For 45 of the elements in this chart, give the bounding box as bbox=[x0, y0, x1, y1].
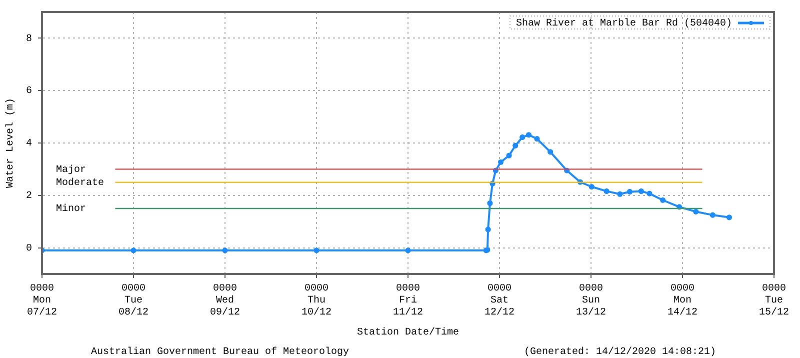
x-tick-label: 0000 Tue 15/12 bbox=[758, 284, 790, 319]
text: (Generated: 14/12/2020 14:08:21) bbox=[524, 346, 716, 358]
point bbox=[693, 208, 699, 214]
y-tick-label: 8 bbox=[26, 34, 32, 45]
ref-line-label: Moderate bbox=[56, 176, 104, 189]
point bbox=[660, 197, 666, 203]
point bbox=[588, 184, 594, 190]
point bbox=[534, 136, 540, 142]
y-tick-label: 4 bbox=[26, 138, 32, 150]
x-tick-label: 0000 Fri 11/12 bbox=[392, 284, 424, 319]
x-tick-label: 0000 Wed 09/12 bbox=[210, 284, 240, 319]
point bbox=[604, 188, 610, 194]
ref-line-label: Minor bbox=[56, 203, 86, 216]
point bbox=[617, 191, 623, 197]
point bbox=[506, 152, 512, 158]
y-tick-label: 2 bbox=[26, 191, 32, 202]
point bbox=[626, 188, 633, 195]
y-tick-label: 0 bbox=[26, 243, 32, 254]
ref-line-label: Major bbox=[56, 164, 86, 176]
text: Australian Government Bureau of Meteorology bbox=[90, 346, 350, 358]
x-tick-label: 0000 Sun 13/12 bbox=[576, 284, 606, 319]
point bbox=[548, 149, 554, 155]
x-axis-title: Station Date/Time bbox=[356, 326, 460, 339]
y-axis-title: Water Level (m) bbox=[4, 98, 17, 188]
x-tick-label: 0000 Thu 10/12 bbox=[301, 284, 332, 319]
x-tick-label: 0000 Mon 07/12 bbox=[26, 284, 58, 319]
y-tick-label: 6 bbox=[26, 86, 32, 98]
point bbox=[405, 248, 411, 254]
point bbox=[485, 226, 491, 232]
point bbox=[726, 214, 732, 220]
point bbox=[710, 212, 716, 218]
point bbox=[646, 190, 652, 196]
point bbox=[130, 248, 136, 254]
point bbox=[314, 248, 320, 254]
x-tick-label: 0000 Mon 14/12 bbox=[667, 284, 698, 319]
point bbox=[222, 248, 228, 254]
point bbox=[487, 200, 493, 206]
x-tick-label: 0000 Tue 08/12 bbox=[118, 284, 149, 319]
point bbox=[526, 132, 532, 138]
legend-label: Shaw River at Marble Bar Rd (504040) bbox=[516, 18, 732, 30]
point bbox=[638, 188, 644, 194]
point bbox=[498, 159, 504, 165]
point bbox=[512, 142, 518, 148]
x-tick-label: 0000 Sat 12/12 bbox=[484, 284, 515, 319]
point bbox=[520, 134, 526, 140]
